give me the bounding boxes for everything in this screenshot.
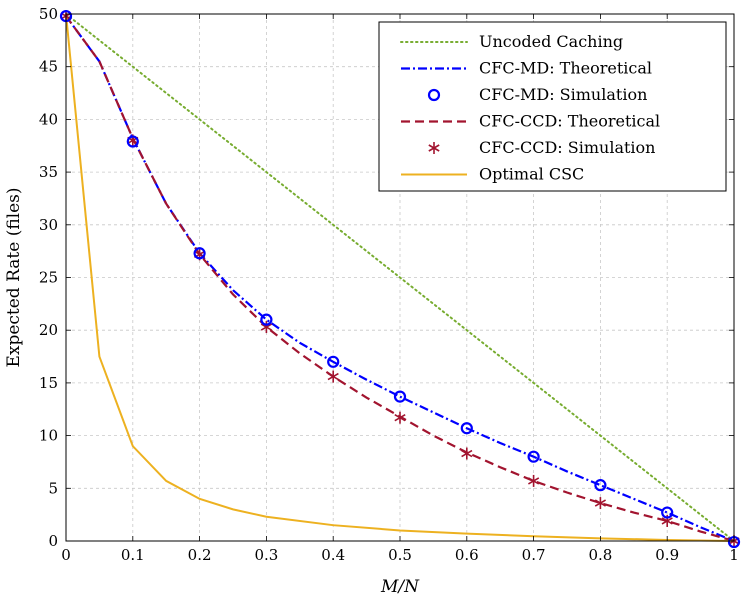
y-tick-label: 45	[39, 58, 58, 76]
ccd-simulation-point	[594, 497, 606, 510]
legend-label: Optimal CSC	[479, 165, 584, 184]
legend-item: CFC-MD: Theoretical	[401, 59, 652, 78]
ccd-simulation-point	[528, 474, 540, 487]
md-simulation-point	[193, 247, 206, 260]
y-tick-label: 40	[39, 110, 58, 128]
y-tick-label: 35	[39, 163, 58, 181]
y-tick-label: 30	[39, 216, 58, 234]
x-tick-label: 0	[61, 546, 71, 564]
series-line-optimal-csc	[65, 13, 735, 542]
legend-swatch-star	[428, 142, 440, 154]
md-simulation-point	[460, 422, 473, 435]
md-simulation-point	[594, 479, 607, 492]
legend-label: Uncoded Caching	[479, 32, 623, 51]
y-tick-label: 0	[48, 532, 58, 550]
x-tick-label: 0.8	[588, 546, 612, 564]
md-simulation-point	[661, 506, 674, 519]
y-tick-label: 25	[39, 269, 58, 287]
md-simulation-point	[393, 390, 407, 403]
y-axis-label: Expected Rate (files)	[4, 187, 24, 367]
ccd-simulation-point	[461, 447, 473, 460]
x-tick-label: 0.6	[455, 546, 479, 564]
series-line-uncoded-caching	[65, 13, 735, 542]
legend-item: CFC-CCD: Theoretical	[401, 112, 660, 131]
legend-swatch-circle	[427, 88, 441, 102]
md-simulation-point	[327, 355, 340, 368]
y-tick-label: 50	[39, 5, 58, 23]
x-tick-label: 0.3	[254, 546, 278, 564]
x-axis-label: M/N	[380, 577, 420, 597]
md-simulation-point	[260, 313, 273, 326]
plot-series	[59, 10, 741, 549]
x-tick-label: 1	[729, 546, 739, 564]
ccd-simulation-point	[394, 411, 406, 424]
legend-item: CFC-CCD: Simulation	[428, 138, 655, 157]
y-tick-label: 15	[39, 374, 58, 392]
series-line-cfc-md-theoretical	[65, 15, 735, 543]
md-simulation-point	[527, 450, 540, 463]
y-tick-label: 10	[39, 427, 58, 445]
md-simulation-point	[126, 135, 139, 148]
legend: Uncoded Caching CFC-MD: Theoretical CFC-MD…	[378, 21, 727, 192]
x-tick-label: 0.2	[188, 546, 212, 564]
x-tick-label: 0.7	[522, 546, 546, 564]
legend-item: CFC-MD: Simulation	[427, 85, 647, 104]
x-tick-label: 0.9	[655, 546, 679, 564]
x-tick-label: 0.5	[388, 546, 412, 564]
legend-box	[378, 21, 727, 192]
axis-ticks: 0 0.1 0.2 0.3 0.4 0.5 0.6 0.7 0.8 0.9 105101520253…	[39, 5, 739, 564]
y-tick-label: 20	[39, 321, 58, 339]
x-tick-label: 0.1	[121, 546, 145, 564]
ccd-simulation-point	[260, 321, 272, 334]
legend-label: CFC-MD: Simulation	[479, 85, 647, 104]
legend-label: CFC-CCD: Theoretical	[479, 112, 660, 131]
legend-label: CFC-MD: Theoretical	[479, 59, 652, 78]
legend-item: Optimal CSC	[401, 165, 584, 184]
legend-label: CFC-CCD: Simulation	[479, 138, 655, 157]
legend-item: Uncoded Caching	[400, 32, 623, 51]
x-tick-label: 0.4	[321, 546, 345, 564]
ccd-simulation-point	[327, 370, 339, 383]
y-tick-label: 5	[48, 479, 58, 497]
